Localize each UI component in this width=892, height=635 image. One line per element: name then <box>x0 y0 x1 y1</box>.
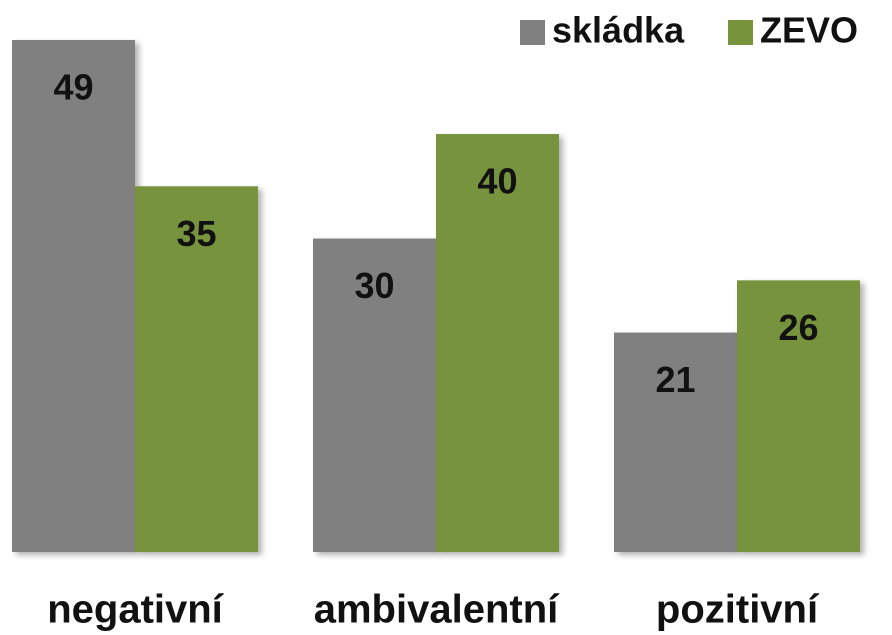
legend-swatch <box>728 20 753 45</box>
value-label: 30 <box>354 265 394 306</box>
category-label: pozitivní <box>656 588 820 632</box>
legend-label: skládka <box>552 10 685 51</box>
bar <box>614 332 737 552</box>
value-label: 26 <box>778 307 818 348</box>
value-label: 35 <box>176 213 216 254</box>
bar <box>135 186 258 553</box>
legend-label: ZEVO <box>760 10 858 51</box>
category-label: ambivalentní <box>314 588 560 632</box>
bar <box>12 40 135 552</box>
category-label: negativní <box>47 588 224 632</box>
bar <box>737 280 860 552</box>
legend-swatch <box>520 20 545 45</box>
bar <box>436 134 559 552</box>
value-label: 40 <box>477 161 517 202</box>
value-label: 21 <box>655 359 695 400</box>
value-label: 49 <box>53 67 93 108</box>
bar <box>313 238 436 552</box>
